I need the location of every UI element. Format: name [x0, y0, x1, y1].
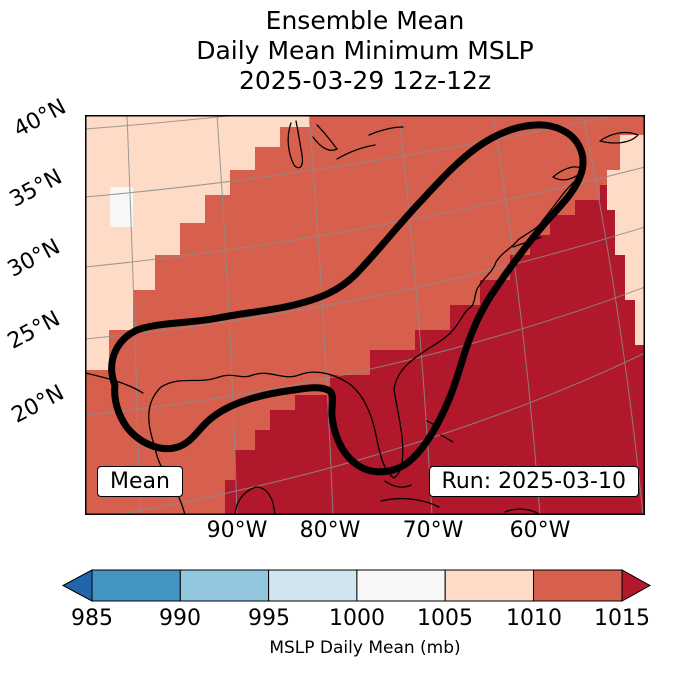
lon-tick-90w: 90°W	[206, 518, 268, 543]
title-line-3: 2025-03-29 12z-12z	[238, 66, 492, 95]
pressure-field-over-1015	[225, 185, 645, 515]
lon-tick-80w: 80°W	[299, 518, 361, 543]
colorbar-segment-985-990	[91, 569, 181, 602]
mean-mslp-contour	[108, 121, 587, 476]
lat-tick-35n: 35°N	[5, 164, 67, 213]
colorbar-tick-1000: 1000	[329, 606, 385, 631]
colorbar-tick-1010: 1010	[506, 606, 562, 631]
colorbar-segment-990-995	[179, 569, 270, 602]
colorbar-segment-1000-1005	[356, 569, 446, 602]
lon-tick-60w: 60°W	[509, 518, 571, 543]
lat-tick-30n: 30°N	[3, 234, 65, 283]
lat-tick-20n: 20°N	[7, 380, 69, 429]
title-line-2: Daily Mean Minimum MSLP	[196, 36, 534, 65]
colorbar-segment-995-1000	[268, 569, 358, 602]
title-line-1: Ensemble Mean	[265, 6, 465, 35]
colorbar	[61, 569, 652, 602]
map-plot	[85, 115, 645, 515]
colorbar-under-arrow	[61, 569, 93, 602]
run-date-box: Run: 2025-03-10	[428, 466, 639, 497]
colorbar-tick-990: 990	[159, 606, 201, 631]
pressure-field-1000-1005-patch	[110, 187, 133, 227]
colorbar-segment-1010-1015	[533, 569, 623, 602]
lon-tick-70w: 70°W	[402, 518, 464, 543]
colorbar-tick-995: 995	[248, 606, 290, 631]
colorbar-tick-985: 985	[71, 606, 113, 631]
colorbar-segment-1005-1010	[444, 569, 535, 602]
colorbar-label: MSLP Daily Mean (mb)	[269, 638, 461, 658]
colorbar-tick-1015: 1015	[594, 606, 650, 631]
pressure-field-1005-1010-east-strip	[607, 135, 645, 345]
colorbar-over-arrow	[621, 569, 652, 602]
lat-tick-25n: 25°N	[3, 306, 65, 355]
map-border	[85, 115, 645, 515]
colorbar-tick-1005: 1005	[417, 606, 473, 631]
mean-label-box: Mean	[97, 466, 183, 497]
lat-tick-40n: 40°N	[9, 94, 71, 143]
pressure-field-1005-1010-northwest	[85, 115, 310, 370]
graticule-gridlines	[85, 115, 645, 515]
